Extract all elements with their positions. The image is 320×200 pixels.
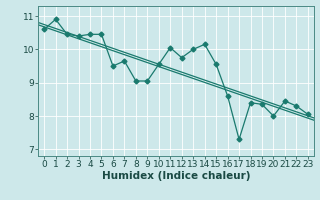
X-axis label: Humidex (Indice chaleur): Humidex (Indice chaleur) xyxy=(102,171,250,181)
